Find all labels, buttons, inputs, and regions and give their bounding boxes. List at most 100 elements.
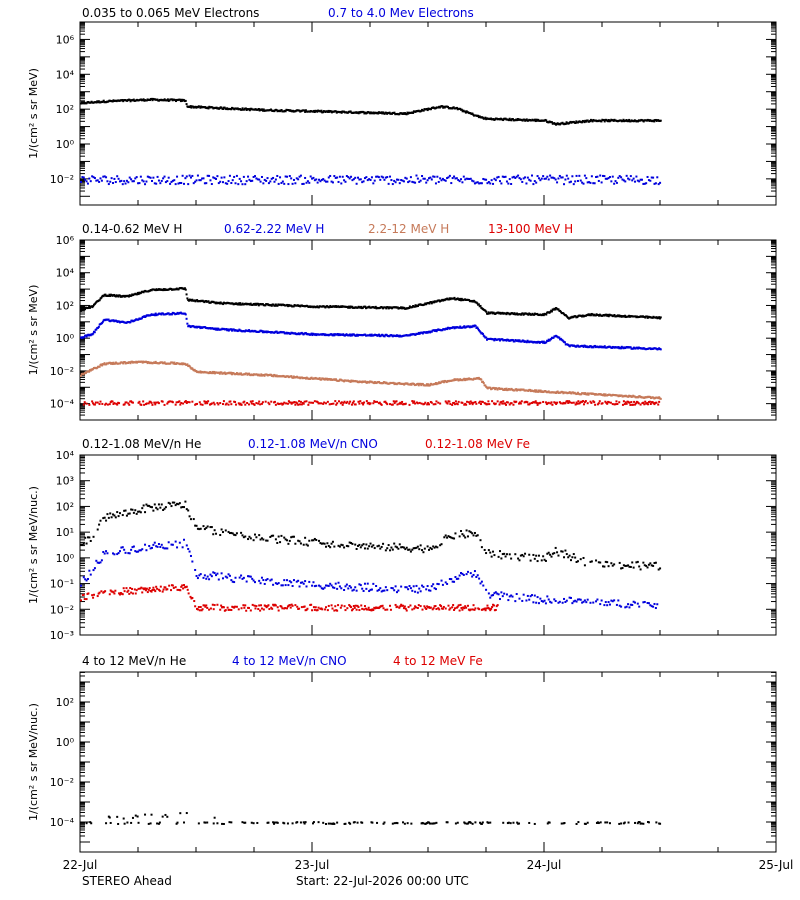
data-point [106,180,109,183]
data-point [426,585,429,588]
data-point [277,182,280,185]
data-point [221,577,224,580]
data-point [230,328,233,331]
data-point [407,548,410,551]
data-point [421,584,424,587]
data-point [369,588,372,591]
data-point [351,589,354,592]
data-point [483,178,486,181]
data-point [89,369,92,372]
data-point [274,303,277,306]
data-point [334,378,337,381]
data-point [455,106,458,109]
data-point [375,175,378,178]
data-point [434,588,437,591]
data-point [98,299,101,302]
data-point [511,118,514,121]
data-point [191,400,194,403]
data-point [468,178,471,181]
data-point [397,547,400,550]
data-point [139,549,142,552]
data-point [101,100,104,103]
data-point [178,181,181,184]
data-point [654,182,657,185]
data-point [238,177,241,180]
data-point [606,177,609,180]
data-point [329,546,332,549]
data-point [458,326,461,329]
data-point [98,523,101,526]
data-point [276,541,279,544]
data-point [188,365,191,368]
data-point [137,510,140,513]
data-point [545,119,548,122]
data-point [205,577,208,580]
data-point [98,365,101,368]
data-point [375,585,378,588]
data-point [561,176,564,179]
data-point [123,180,126,183]
data-point [583,401,586,404]
legend-entry: 0.7 to 4.0 Mev Electrons [328,6,474,20]
data-point [169,400,172,403]
data-point [452,379,455,382]
data-point [150,506,153,509]
data-point [96,561,99,564]
data-point [93,403,96,406]
data-point [484,116,487,119]
data-point [272,303,275,306]
data-point [299,174,302,177]
data-point [208,372,211,375]
data-point [81,176,84,179]
data-point [414,333,417,336]
data-point [508,178,511,181]
data-point [362,403,365,406]
data-point [148,544,151,547]
data-point [604,560,607,563]
data-point [549,553,552,556]
data-point [348,177,351,180]
data-point [169,502,172,505]
data-point [447,298,450,301]
data-point [365,587,368,590]
data-point [497,555,500,558]
data-point [628,178,631,181]
data-point [246,402,249,405]
data-point [370,588,373,591]
data-point [173,501,176,504]
data-point [228,574,231,577]
data-point [488,403,491,406]
data-point [539,597,542,600]
data-point [219,402,222,405]
data-point [250,402,253,405]
data-point [600,120,603,123]
y-axis-label: 1/(cm² s sr MeV) [27,68,40,159]
data-point [655,316,658,319]
data-point [145,402,148,405]
data-point [230,531,233,534]
data-point [123,548,126,551]
data-point [437,382,440,385]
data-point [361,402,364,405]
data-point [447,176,450,179]
data-point [185,544,188,547]
data-point [489,596,492,599]
data-point [102,550,105,553]
data-point [304,176,307,179]
data-point [556,401,559,404]
data-point [565,315,568,318]
data-point [590,560,593,563]
data-point [323,542,326,545]
data-point [418,548,421,551]
data-point [649,179,652,182]
data-point [629,565,632,568]
data-point [335,403,338,406]
data-point [259,180,262,183]
data-point [234,534,237,537]
data-point [363,177,366,180]
data-point [213,403,216,406]
data-point [416,591,419,594]
data-point [239,402,242,405]
data-point [288,539,291,542]
data-point [547,401,550,404]
